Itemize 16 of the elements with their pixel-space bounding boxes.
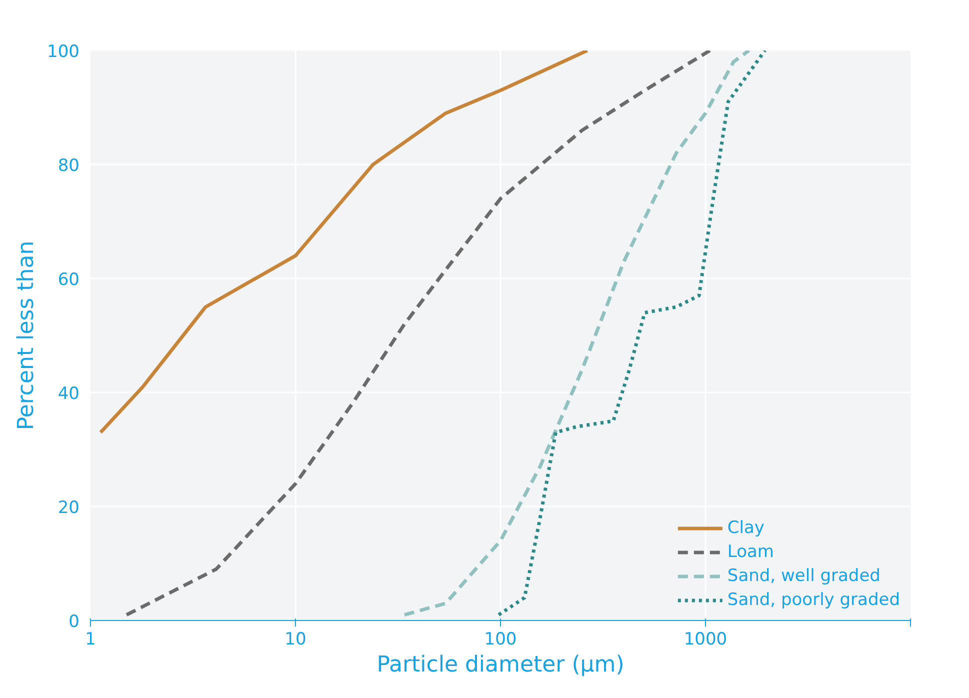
x-axis-title: Particle diameter (µm)	[376, 652, 624, 678]
legend-label: Sand, poorly graded	[727, 590, 900, 610]
y-tick-label: 60	[58, 270, 80, 290]
y-tick-label: 100	[47, 42, 80, 62]
legend-label: Sand, well graded	[727, 566, 880, 586]
x-tick-label: 1	[85, 630, 96, 650]
y-axis-title: Percent less than	[14, 240, 40, 430]
x-tick-label: 10	[284, 630, 306, 650]
y-tick-label: 80	[58, 156, 80, 176]
x-tick-label: 1000	[684, 630, 728, 650]
x-tick-label: 100	[484, 630, 517, 650]
legend-label: Loam	[727, 542, 774, 562]
y-tick-label: 20	[58, 498, 80, 518]
legend-label: Clay	[727, 518, 764, 538]
y-tick-label: 0	[68, 612, 80, 632]
y-tick-label: 40	[58, 384, 80, 404]
